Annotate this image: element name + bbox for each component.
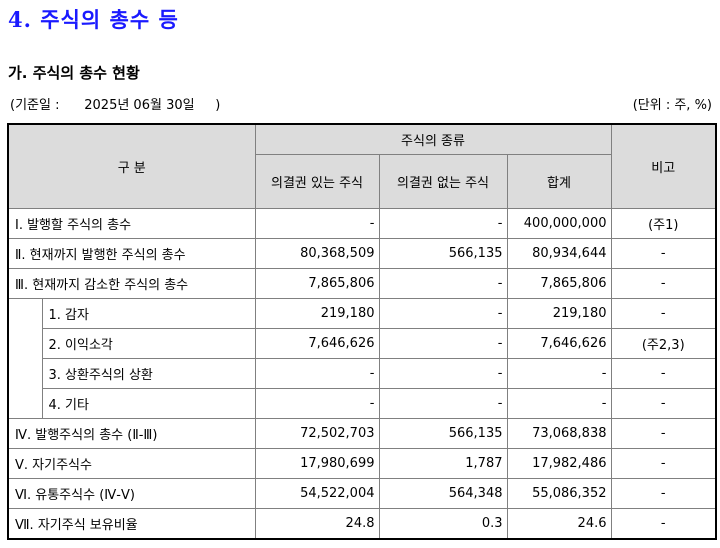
- cell-remarks: -: [610, 358, 717, 389]
- section-title: 4. 주식의 총수 등: [8, 7, 179, 32]
- cell-non-voting: 1,787: [378, 448, 508, 479]
- cell-remarks: -: [610, 478, 717, 509]
- cell-non-voting: -: [378, 208, 508, 239]
- cell-non-voting: -: [378, 298, 508, 329]
- cell-remarks: -: [610, 388, 717, 419]
- cell-remarks: -: [610, 418, 717, 449]
- cell-voting: -: [254, 358, 380, 389]
- cell-remarks: -: [610, 268, 717, 299]
- cell-non-voting: -: [378, 358, 508, 389]
- header-total: 합계: [506, 154, 612, 209]
- row-label: Ⅱ. 현재까지 발행한 주식의 총수: [7, 238, 256, 269]
- header-category: 구 분: [7, 123, 256, 209]
- cell-non-voting: 566,135: [378, 238, 508, 269]
- cell-total: 7,646,626: [506, 328, 612, 359]
- cell-voting: 7,865,806: [254, 268, 380, 299]
- row-label: Ⅳ. 발행주식의 총수 (Ⅱ-Ⅲ): [7, 418, 256, 449]
- cell-voting: -: [254, 388, 380, 419]
- row-label: 2. 이익소각: [41, 328, 256, 359]
- cell-voting: 80,368,509: [254, 238, 380, 269]
- unit-label: (단위 : 주, %): [632, 98, 712, 113]
- table-row: Ⅰ. 발행할 주식의 총수 - - 400,000,000 (주1): [7, 208, 717, 239]
- cell-total: 80,934,644: [506, 238, 612, 269]
- indent-spacer: [7, 298, 43, 419]
- header-remarks: 비고: [610, 123, 717, 209]
- cell-total: 17,982,486: [506, 448, 612, 479]
- cell-voting: 54,522,004: [254, 478, 380, 509]
- cell-remarks: -: [610, 298, 717, 329]
- table-row: Ⅱ. 현재까지 발행한 주식의 총수 80,368,509 566,135 80…: [7, 238, 717, 269]
- table-row: Ⅳ. 발행주식의 총수 (Ⅱ-Ⅲ) 72,502,703 566,135 73,…: [7, 418, 717, 449]
- cell-voting: 72,502,703: [254, 418, 380, 449]
- cell-non-voting: 566,135: [378, 418, 508, 449]
- table-row: 3. 상환주식의 상환 - - - -: [8, 358, 717, 389]
- row-label: Ⅲ. 현재까지 감소한 주식의 총수: [7, 268, 256, 299]
- basis-date: (기준일 : 2025년 06월 30일 ): [10, 98, 221, 113]
- cell-remarks: (주2,3): [610, 328, 717, 359]
- cell-non-voting: -: [378, 328, 508, 359]
- header-non-voting: 의결권 없는 주식: [378, 154, 508, 209]
- table-row: Ⅵ. 유통주식수 (Ⅳ-Ⅴ) 54,522,004 564,348 55,086…: [7, 478, 717, 509]
- header-voting: 의결권 있는 주식: [254, 154, 380, 209]
- row-label: Ⅴ. 자기주식수: [7, 448, 256, 479]
- row-label: Ⅰ. 발행할 주식의 총수: [7, 208, 256, 239]
- cell-total: 24.6: [506, 508, 612, 540]
- cell-total: 55,086,352: [506, 478, 612, 509]
- subsection-title: 가. 주식의 총수 현황: [8, 64, 140, 82]
- cell-non-voting: 564,348: [378, 478, 508, 509]
- share-count-table: 구 분 주식의 종류 비고 의결권 있는 주식 의결권 없는 주식 합계 Ⅰ. …: [7, 123, 717, 540]
- table-row: 1. 감자 219,180 - 219,180 -: [7, 298, 717, 419]
- cell-non-voting: 0.3: [378, 508, 508, 540]
- cell-remarks: -: [610, 238, 717, 269]
- cell-voting: -: [254, 208, 380, 239]
- cell-voting: 24.8: [254, 508, 380, 540]
- header-types-group: 주식의 종류: [254, 123, 612, 156]
- table-row: Ⅴ. 자기주식수 17,980,699 1,787 17,982,486 -: [7, 448, 717, 479]
- table-row: 4. 기타 - - - -: [8, 388, 717, 419]
- cell-total: 219,180: [506, 298, 612, 329]
- table-row: Ⅶ. 자기주식 보유비율 24.8 0.3 24.6 -: [7, 508, 717, 540]
- table-row: Ⅲ. 현재까지 감소한 주식의 총수 7,865,806 - 7,865,806…: [7, 268, 717, 299]
- cell-total: 400,000,000: [506, 208, 612, 239]
- row-label: 4. 기타: [41, 388, 256, 419]
- cell-total: -: [506, 388, 612, 419]
- cell-total: -: [506, 358, 612, 389]
- table-row: 2. 이익소각 7,646,626 - 7,646,626 (주2,3): [8, 328, 717, 359]
- cell-non-voting: -: [378, 388, 508, 419]
- row-label: 3. 상환주식의 상환: [41, 358, 256, 389]
- cell-total: 7,865,806: [506, 268, 612, 299]
- cell-voting: 7,646,626: [254, 328, 380, 359]
- cell-voting: 17,980,699: [254, 448, 380, 479]
- row-label: Ⅶ. 자기주식 보유비율: [7, 508, 256, 540]
- cell-voting: 219,180: [254, 298, 380, 329]
- cell-non-voting: -: [378, 268, 508, 299]
- row-label: 1. 감자: [41, 298, 256, 329]
- cell-total: 73,068,838: [506, 418, 612, 449]
- cell-remarks: -: [610, 508, 717, 540]
- row-label: Ⅵ. 유통주식수 (Ⅳ-Ⅴ): [7, 478, 256, 509]
- cell-remarks: -: [610, 448, 717, 479]
- cell-remarks: (주1): [610, 208, 717, 239]
